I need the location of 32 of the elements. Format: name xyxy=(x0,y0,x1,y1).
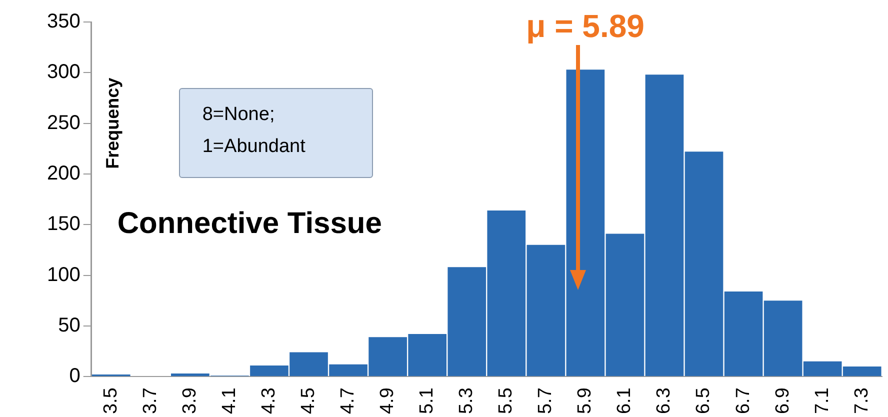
x-tick-label: 7.3 xyxy=(851,388,872,414)
x-tick-label: 5.1 xyxy=(416,388,438,414)
y-tick-label: 300 xyxy=(46,61,80,84)
y-axis-title: Frequency xyxy=(102,78,122,169)
y-tick-label: 0 xyxy=(69,365,80,388)
x-tick-label: 5.3 xyxy=(456,388,478,414)
y-tick-label: 150 xyxy=(46,213,80,236)
y-tick-label: 100 xyxy=(46,264,80,286)
note-box: 8=None; 1=Abundant xyxy=(179,88,374,178)
x-tick-label: 4.3 xyxy=(258,388,280,414)
x-tick-label: 7.1 xyxy=(812,388,833,414)
x-tick-label: 5.5 xyxy=(496,388,517,414)
x-tick-label: 6.7 xyxy=(732,388,754,414)
y-tick-label: 350 xyxy=(46,10,80,33)
x-tick-label: 3.7 xyxy=(140,388,161,414)
x-tick-label: 3.5 xyxy=(100,388,122,414)
x-tick-label: 5.7 xyxy=(535,388,556,414)
x-tick-label: 6.3 xyxy=(654,388,675,414)
x-tick-label: 4.9 xyxy=(377,388,398,414)
text: Connective Tissue xyxy=(117,206,382,240)
x-tick-label: 5.9 xyxy=(574,388,596,414)
x-tick-label: 6.9 xyxy=(772,388,794,414)
y-tick-label: 250 xyxy=(46,112,80,134)
x-tick-label: 6.1 xyxy=(614,388,636,414)
x-tick-label: 3.9 xyxy=(179,388,200,414)
x-tick-label: 6.5 xyxy=(693,388,714,414)
x-tick-label: 4.5 xyxy=(298,388,319,414)
annotation: μ = 5.89 xyxy=(526,8,644,45)
x-tick-label: 4.1 xyxy=(218,388,240,414)
x-tick-label: 4.7 xyxy=(338,388,359,414)
y-tick-label: 200 xyxy=(46,162,80,184)
y-tick-label: 50 xyxy=(58,314,80,336)
